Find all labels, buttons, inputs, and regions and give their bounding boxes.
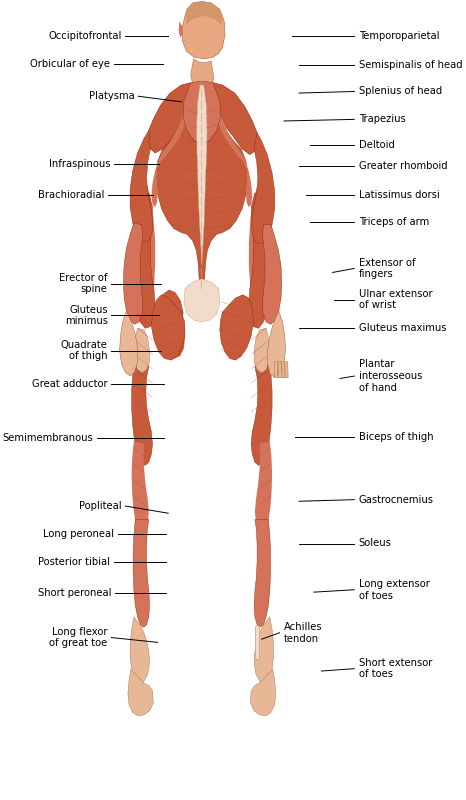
Polygon shape	[267, 310, 286, 378]
Text: Plantar
interosseous
of hand: Plantar interosseous of hand	[359, 359, 422, 393]
Polygon shape	[182, 2, 225, 58]
Polygon shape	[134, 328, 150, 373]
Polygon shape	[135, 193, 155, 328]
Polygon shape	[214, 98, 252, 207]
Text: Infraspinous: Infraspinous	[49, 159, 110, 169]
Polygon shape	[278, 362, 281, 378]
Polygon shape	[249, 193, 268, 328]
Text: Deltoid: Deltoid	[359, 140, 395, 150]
Text: Occipitofrontal: Occipitofrontal	[48, 30, 122, 41]
Polygon shape	[255, 442, 272, 534]
Polygon shape	[178, 22, 182, 38]
Polygon shape	[130, 130, 152, 242]
Text: Trapezius: Trapezius	[359, 114, 405, 124]
Text: Semispinalis of head: Semispinalis of head	[359, 60, 462, 70]
Text: Temporoparietal: Temporoparietal	[359, 30, 439, 41]
Text: Great adductor: Great adductor	[32, 379, 108, 389]
Polygon shape	[191, 58, 214, 87]
Polygon shape	[151, 294, 185, 360]
Text: Semimembranous: Semimembranous	[3, 434, 94, 443]
Text: Orbicular of eye: Orbicular of eye	[30, 59, 110, 70]
Text: Gluteus maximus: Gluteus maximus	[359, 323, 446, 334]
Text: Latissimus dorsi: Latissimus dorsi	[359, 190, 439, 200]
Text: Long peroneal: Long peroneal	[43, 529, 114, 539]
Polygon shape	[250, 670, 276, 716]
Polygon shape	[186, 2, 222, 26]
Polygon shape	[159, 312, 185, 358]
Text: Gastrocnemius: Gastrocnemius	[359, 494, 434, 505]
Text: Extensor of
fingers: Extensor of fingers	[359, 258, 415, 279]
Polygon shape	[254, 519, 271, 627]
Polygon shape	[184, 279, 220, 322]
Text: Splenius of head: Splenius of head	[359, 86, 442, 97]
Polygon shape	[128, 670, 153, 716]
Text: Platysma: Platysma	[89, 91, 135, 102]
Polygon shape	[197, 85, 207, 265]
Polygon shape	[156, 81, 247, 312]
Polygon shape	[151, 98, 190, 207]
Text: Quadrate
of thigh: Quadrate of thigh	[61, 340, 108, 362]
Polygon shape	[123, 223, 143, 324]
Polygon shape	[183, 81, 220, 145]
Polygon shape	[274, 362, 278, 378]
Polygon shape	[285, 362, 288, 378]
Text: Gluteus
minimus: Gluteus minimus	[65, 305, 108, 326]
Polygon shape	[254, 328, 270, 373]
Text: Popliteal: Popliteal	[79, 501, 122, 511]
Text: Triceps of arm: Triceps of arm	[359, 218, 429, 227]
Polygon shape	[148, 82, 191, 153]
Polygon shape	[282, 362, 285, 378]
Text: Long flexor
of great toe: Long flexor of great toe	[49, 626, 108, 648]
Text: Achilles
tendon: Achilles tendon	[284, 622, 322, 643]
Polygon shape	[152, 290, 183, 346]
Polygon shape	[144, 183, 155, 312]
Polygon shape	[133, 519, 150, 627]
Polygon shape	[120, 310, 137, 376]
Polygon shape	[262, 225, 282, 324]
Polygon shape	[131, 362, 152, 466]
Text: Soleus: Soleus	[359, 538, 391, 549]
Text: Greater rhomboid: Greater rhomboid	[359, 162, 447, 171]
Text: Ulnar extensor
of wrist: Ulnar extensor of wrist	[359, 289, 432, 310]
Text: Short extensor
of toes: Short extensor of toes	[359, 658, 432, 679]
Polygon shape	[131, 442, 149, 534]
Polygon shape	[220, 294, 254, 360]
Text: Biceps of thigh: Biceps of thigh	[359, 433, 433, 442]
Polygon shape	[249, 186, 260, 310]
Text: Posterior tibial: Posterior tibial	[38, 557, 110, 567]
Polygon shape	[213, 82, 258, 154]
Text: Erector of
spine: Erector of spine	[59, 273, 108, 294]
Text: Short peroneal: Short peroneal	[38, 588, 111, 598]
Polygon shape	[251, 362, 272, 466]
Polygon shape	[254, 617, 274, 684]
Text: Long extensor
of toes: Long extensor of toes	[359, 579, 430, 601]
Text: Brachioradial: Brachioradial	[38, 190, 105, 200]
Polygon shape	[252, 133, 274, 244]
Polygon shape	[130, 617, 150, 684]
